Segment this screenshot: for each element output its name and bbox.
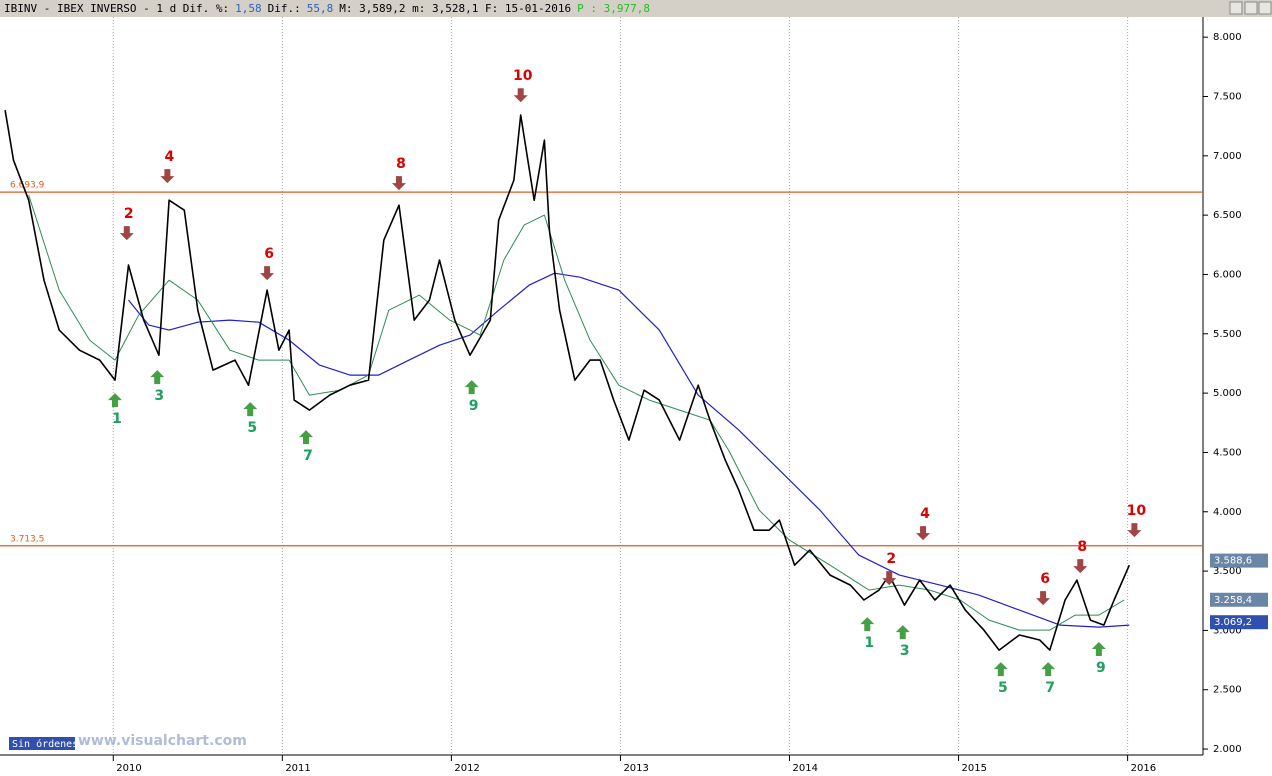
annotation-arrow	[993, 662, 1008, 677]
price-tag-label: 3.069,2	[1214, 617, 1252, 628]
annotation-arrow	[513, 88, 528, 103]
annotation-label: 2	[886, 551, 896, 567]
annotation-arrow	[243, 402, 258, 417]
y-tick-label: 7.000	[1213, 151, 1242, 162]
annotation-label: 6	[1040, 571, 1050, 587]
y-tick-label: 4.000	[1213, 507, 1242, 518]
price-tag-label: 3.588,6	[1214, 556, 1252, 567]
x-tick-label: 2010	[116, 763, 141, 774]
y-tick-label: 3.500	[1213, 566, 1242, 577]
y-tick-label: 5.500	[1213, 329, 1242, 340]
y-tick-label: 2.000	[1213, 744, 1242, 755]
annotation-label: 4	[164, 149, 174, 165]
annotation-label: 4	[920, 506, 930, 522]
annotation-label: 2	[124, 206, 134, 222]
annotation-arrow	[1073, 559, 1088, 574]
price-line	[4, 109, 1131, 651]
price-tag	[1210, 592, 1268, 607]
header-bar	[0, 0, 1272, 17]
annotation-label: 10	[513, 68, 533, 84]
annotation-label: 9	[1096, 660, 1106, 676]
annotation-label: 9	[469, 398, 479, 414]
price-line	[28, 194, 1125, 631]
annotation-label: 7	[303, 448, 313, 464]
y-tick-label: 6.500	[1213, 210, 1242, 221]
annotation-arrow	[160, 169, 175, 184]
header-field: IBINV - IBEX INVERSO - 1 d Dif. %:	[4, 2, 229, 15]
annotation-arrow	[1127, 523, 1142, 538]
header-field: P : 3,977,8	[577, 2, 650, 15]
annotation-arrow	[860, 617, 875, 632]
annotation-arrow	[119, 226, 134, 241]
annotation-label: 8	[1077, 539, 1087, 555]
annotation-arrow	[895, 625, 910, 640]
header-field: 1,58	[235, 2, 262, 15]
annotation-arrow	[150, 370, 165, 385]
annotation-label: 5	[998, 680, 1008, 696]
y-tick-label: 7.500	[1213, 91, 1242, 102]
x-tick-label: 2013	[623, 763, 648, 774]
header-field: M: 3,589,2 m: 3,528,1 F: 15-01-2016	[339, 2, 571, 15]
y-tick-label: 4.500	[1213, 447, 1242, 458]
annotation-arrow	[1091, 642, 1106, 657]
price-tag	[1210, 615, 1268, 630]
annotation-label: 1	[864, 635, 874, 651]
y-tick-label: 3.000	[1213, 625, 1242, 636]
watermark: www.visualchart.com	[78, 733, 247, 749]
annotation-arrow	[391, 176, 406, 191]
x-tick-label: 2012	[454, 763, 479, 774]
annotation-label: 1	[112, 411, 122, 427]
x-tick-label: 2015	[962, 763, 987, 774]
annotation-arrow	[916, 526, 931, 541]
level-label: 3.713,5	[10, 534, 44, 544]
x-tick-label: 2016	[1131, 763, 1156, 774]
annotation-arrow	[260, 266, 275, 281]
annotation-label: 8	[396, 156, 406, 172]
y-tick-label: 8.000	[1213, 32, 1242, 43]
header-field: Dif.:	[268, 2, 301, 15]
y-tick-label: 5.000	[1213, 388, 1242, 399]
window-buttons[interactable]	[1229, 1, 1272, 15]
annotation-label: 10	[1127, 503, 1147, 519]
annotation-label: 6	[264, 246, 274, 262]
annotation-arrow	[1041, 662, 1056, 677]
x-tick-label: 2014	[792, 763, 817, 774]
annotation-arrow	[464, 380, 479, 395]
y-tick-label: 6.000	[1213, 269, 1242, 280]
annotation-label: 7	[1045, 680, 1055, 696]
annotation-label: 3	[154, 388, 164, 404]
annotation-arrow	[1036, 591, 1051, 606]
y-tick-label: 2.500	[1213, 685, 1242, 696]
orders-button[interactable]	[9, 737, 75, 750]
annotation-arrow	[298, 430, 313, 445]
price-line	[128, 272, 1130, 628]
price-tag-label: 3.258,4	[1214, 595, 1252, 606]
annotation-label: 5	[247, 420, 257, 436]
header-text: IBINV - IBEX INVERSO - 1 d Dif. %: 1,58 Di…	[4, 2, 650, 15]
header-field: 55,8	[307, 2, 334, 15]
level-label: 6.693,9	[10, 181, 45, 191]
x-tick-label: 2011	[285, 763, 310, 774]
price-tag	[1210, 553, 1268, 568]
annotation-arrow	[107, 393, 122, 408]
annotation-arrow	[882, 571, 897, 586]
annotation-label: 3	[900, 643, 910, 659]
orders-button-label[interactable]: Sin órdenes	[12, 738, 78, 750]
